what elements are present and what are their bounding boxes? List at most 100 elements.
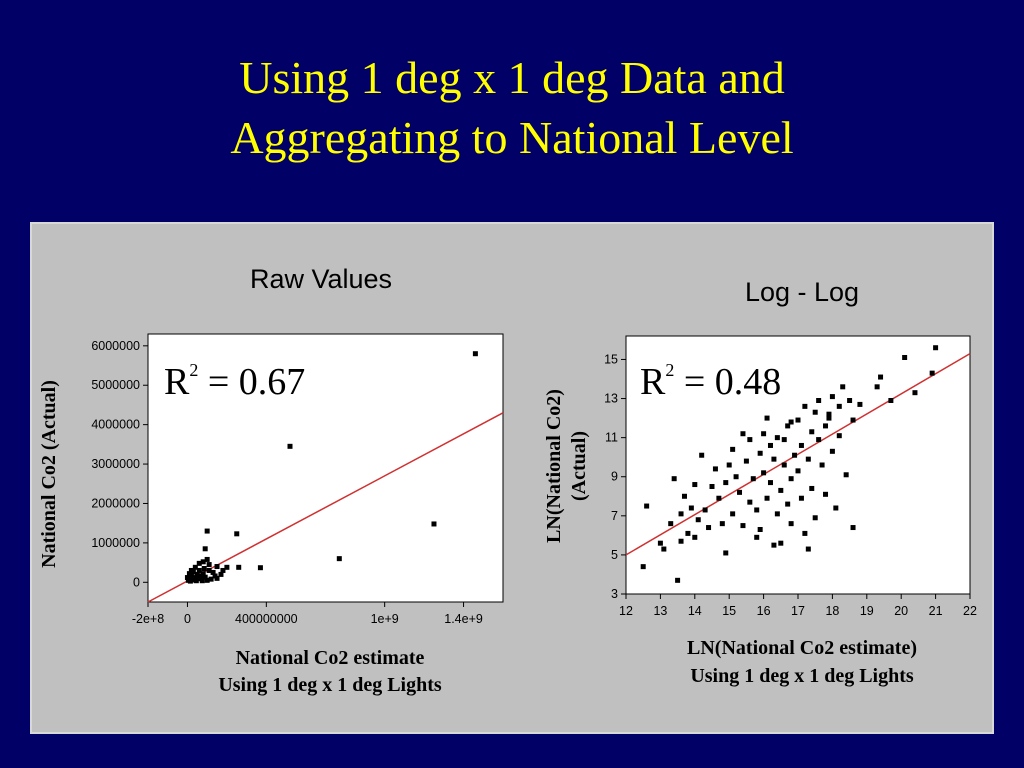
- log-data-point: [695, 517, 701, 523]
- log-data-point: [692, 534, 698, 540]
- raw-data-point: [234, 531, 240, 537]
- log-data-point: [840, 384, 846, 390]
- log-y-label-line-1: LN(National Co2): [543, 389, 565, 543]
- log-y-axis: 3 5 7 9 11 13 15: [604, 352, 626, 601]
- log-data-point: [781, 437, 787, 443]
- log-data-point: [678, 538, 684, 544]
- log-data-point: [644, 503, 650, 509]
- raw-data-point: [198, 573, 204, 579]
- log-data-point: [788, 521, 794, 527]
- log-data-point: [750, 476, 756, 482]
- raw-x-axis: -2e+8 0 400000000 1e+9 1.4e+9: [132, 602, 483, 626]
- raw-r2-sup: 2: [189, 360, 198, 380]
- log-data-point: [809, 485, 815, 491]
- slide-title-line-1: Using 1 deg x 1 deg Data and: [239, 52, 785, 103]
- log-data-point: [836, 433, 842, 439]
- log-data-point: [798, 495, 804, 501]
- log-data-point: [709, 484, 715, 489]
- raw-data-point: [224, 564, 230, 570]
- raw-y-label: National Co2 (Actual): [38, 380, 60, 568]
- log-x-tick-label: 18: [825, 604, 839, 618]
- log-r2-annotation: R2 = 0.48: [640, 360, 781, 403]
- raw-y-tick-label: 3000000: [91, 457, 140, 471]
- log-data-point: [774, 435, 780, 441]
- log-data-point: [785, 423, 791, 429]
- raw-x-label-line-1: National Co2 estimate: [236, 647, 425, 669]
- log-data-point: [771, 542, 777, 548]
- log-data-point: [826, 415, 832, 421]
- log-data-point: [823, 423, 829, 429]
- log-data-point: [657, 540, 663, 546]
- raw-data-point: [431, 521, 437, 527]
- log-data-point: [754, 507, 760, 513]
- log-y-label-line-2: (Actual): [568, 431, 590, 501]
- raw-data-point: [208, 576, 214, 582]
- log-data-point: [778, 540, 784, 546]
- raw-x-tick-label: -2e+8: [132, 612, 164, 626]
- raw-y-tick-label: 1000000: [91, 536, 140, 550]
- raw-data-point: [206, 567, 212, 573]
- log-plot-area: [625, 335, 971, 595]
- raw-data-point: [194, 571, 200, 577]
- raw-data-point: [336, 556, 342, 562]
- raw-r2-base: R: [164, 361, 190, 403]
- log-x-tick-label: 12: [619, 604, 633, 618]
- log-x-tick-label: 16: [757, 604, 771, 618]
- log-points: [640, 345, 939, 583]
- raw-data-point: [210, 569, 216, 575]
- raw-data-point: [204, 577, 210, 583]
- log-data-point: [802, 403, 808, 409]
- raw-y-tick-label: 0: [133, 575, 140, 589]
- log-x-axis: 12 13 14 15 16 17 18 19 20 21 22: [619, 594, 977, 618]
- log-data-point: [699, 452, 705, 458]
- log-data-point: [754, 534, 760, 540]
- log-data-point: [640, 564, 646, 570]
- log-data-point: [726, 462, 732, 468]
- log-data-point: [712, 466, 718, 472]
- raw-data-point: [199, 578, 205, 584]
- log-data-point: [743, 458, 749, 464]
- raw-data-point: [257, 565, 263, 571]
- log-data-point: [747, 437, 753, 443]
- log-x-tick-label: 20: [894, 604, 908, 618]
- raw-data-point: [192, 575, 198, 581]
- log-data-point: [702, 507, 708, 513]
- raw-data-point: [206, 562, 212, 568]
- log-data-point: [774, 511, 780, 517]
- log-data-point: [823, 491, 829, 497]
- raw-data-point: [214, 564, 220, 570]
- log-data-point: [874, 384, 880, 390]
- log-y-tick-label: 3: [611, 587, 618, 601]
- raw-chart-title: Raw Values: [250, 264, 392, 294]
- log-data-point: [764, 495, 770, 501]
- raw-r2-annotation: R2 = 0.67: [164, 360, 305, 403]
- log-data-point: [761, 470, 767, 476]
- raw-data-point: [196, 576, 202, 582]
- log-data-point: [671, 476, 677, 482]
- log-data-point: [661, 546, 667, 552]
- log-data-point: [805, 546, 811, 552]
- log-data-point: [757, 450, 763, 456]
- raw-data-point: [184, 575, 190, 581]
- slide-title: Using 1 deg x 1 deg Data and Aggregating…: [0, 48, 1024, 168]
- log-data-point: [692, 482, 698, 488]
- log-data-point: [878, 374, 884, 380]
- log-data-point: [812, 409, 818, 415]
- log-data-point: [819, 462, 825, 468]
- log-data-point: [847, 398, 853, 403]
- log-data-point: [767, 442, 773, 448]
- log-data-point: [785, 501, 791, 507]
- log-data-point: [706, 525, 712, 531]
- raw-x-tick-label: 0: [184, 612, 191, 626]
- log-y-tick-label: 9: [611, 470, 618, 484]
- log-data-point: [902, 355, 908, 360]
- log-data-point: [719, 521, 725, 527]
- log-data-point: [850, 417, 856, 423]
- raw-data-point: [236, 564, 242, 570]
- raw-data-point: [212, 573, 218, 579]
- log-y-tick-label: 11: [605, 431, 618, 445]
- log-data-point: [850, 525, 856, 531]
- log-data-point: [781, 462, 787, 468]
- raw-data-point: [200, 559, 206, 565]
- log-data-point: [764, 415, 770, 421]
